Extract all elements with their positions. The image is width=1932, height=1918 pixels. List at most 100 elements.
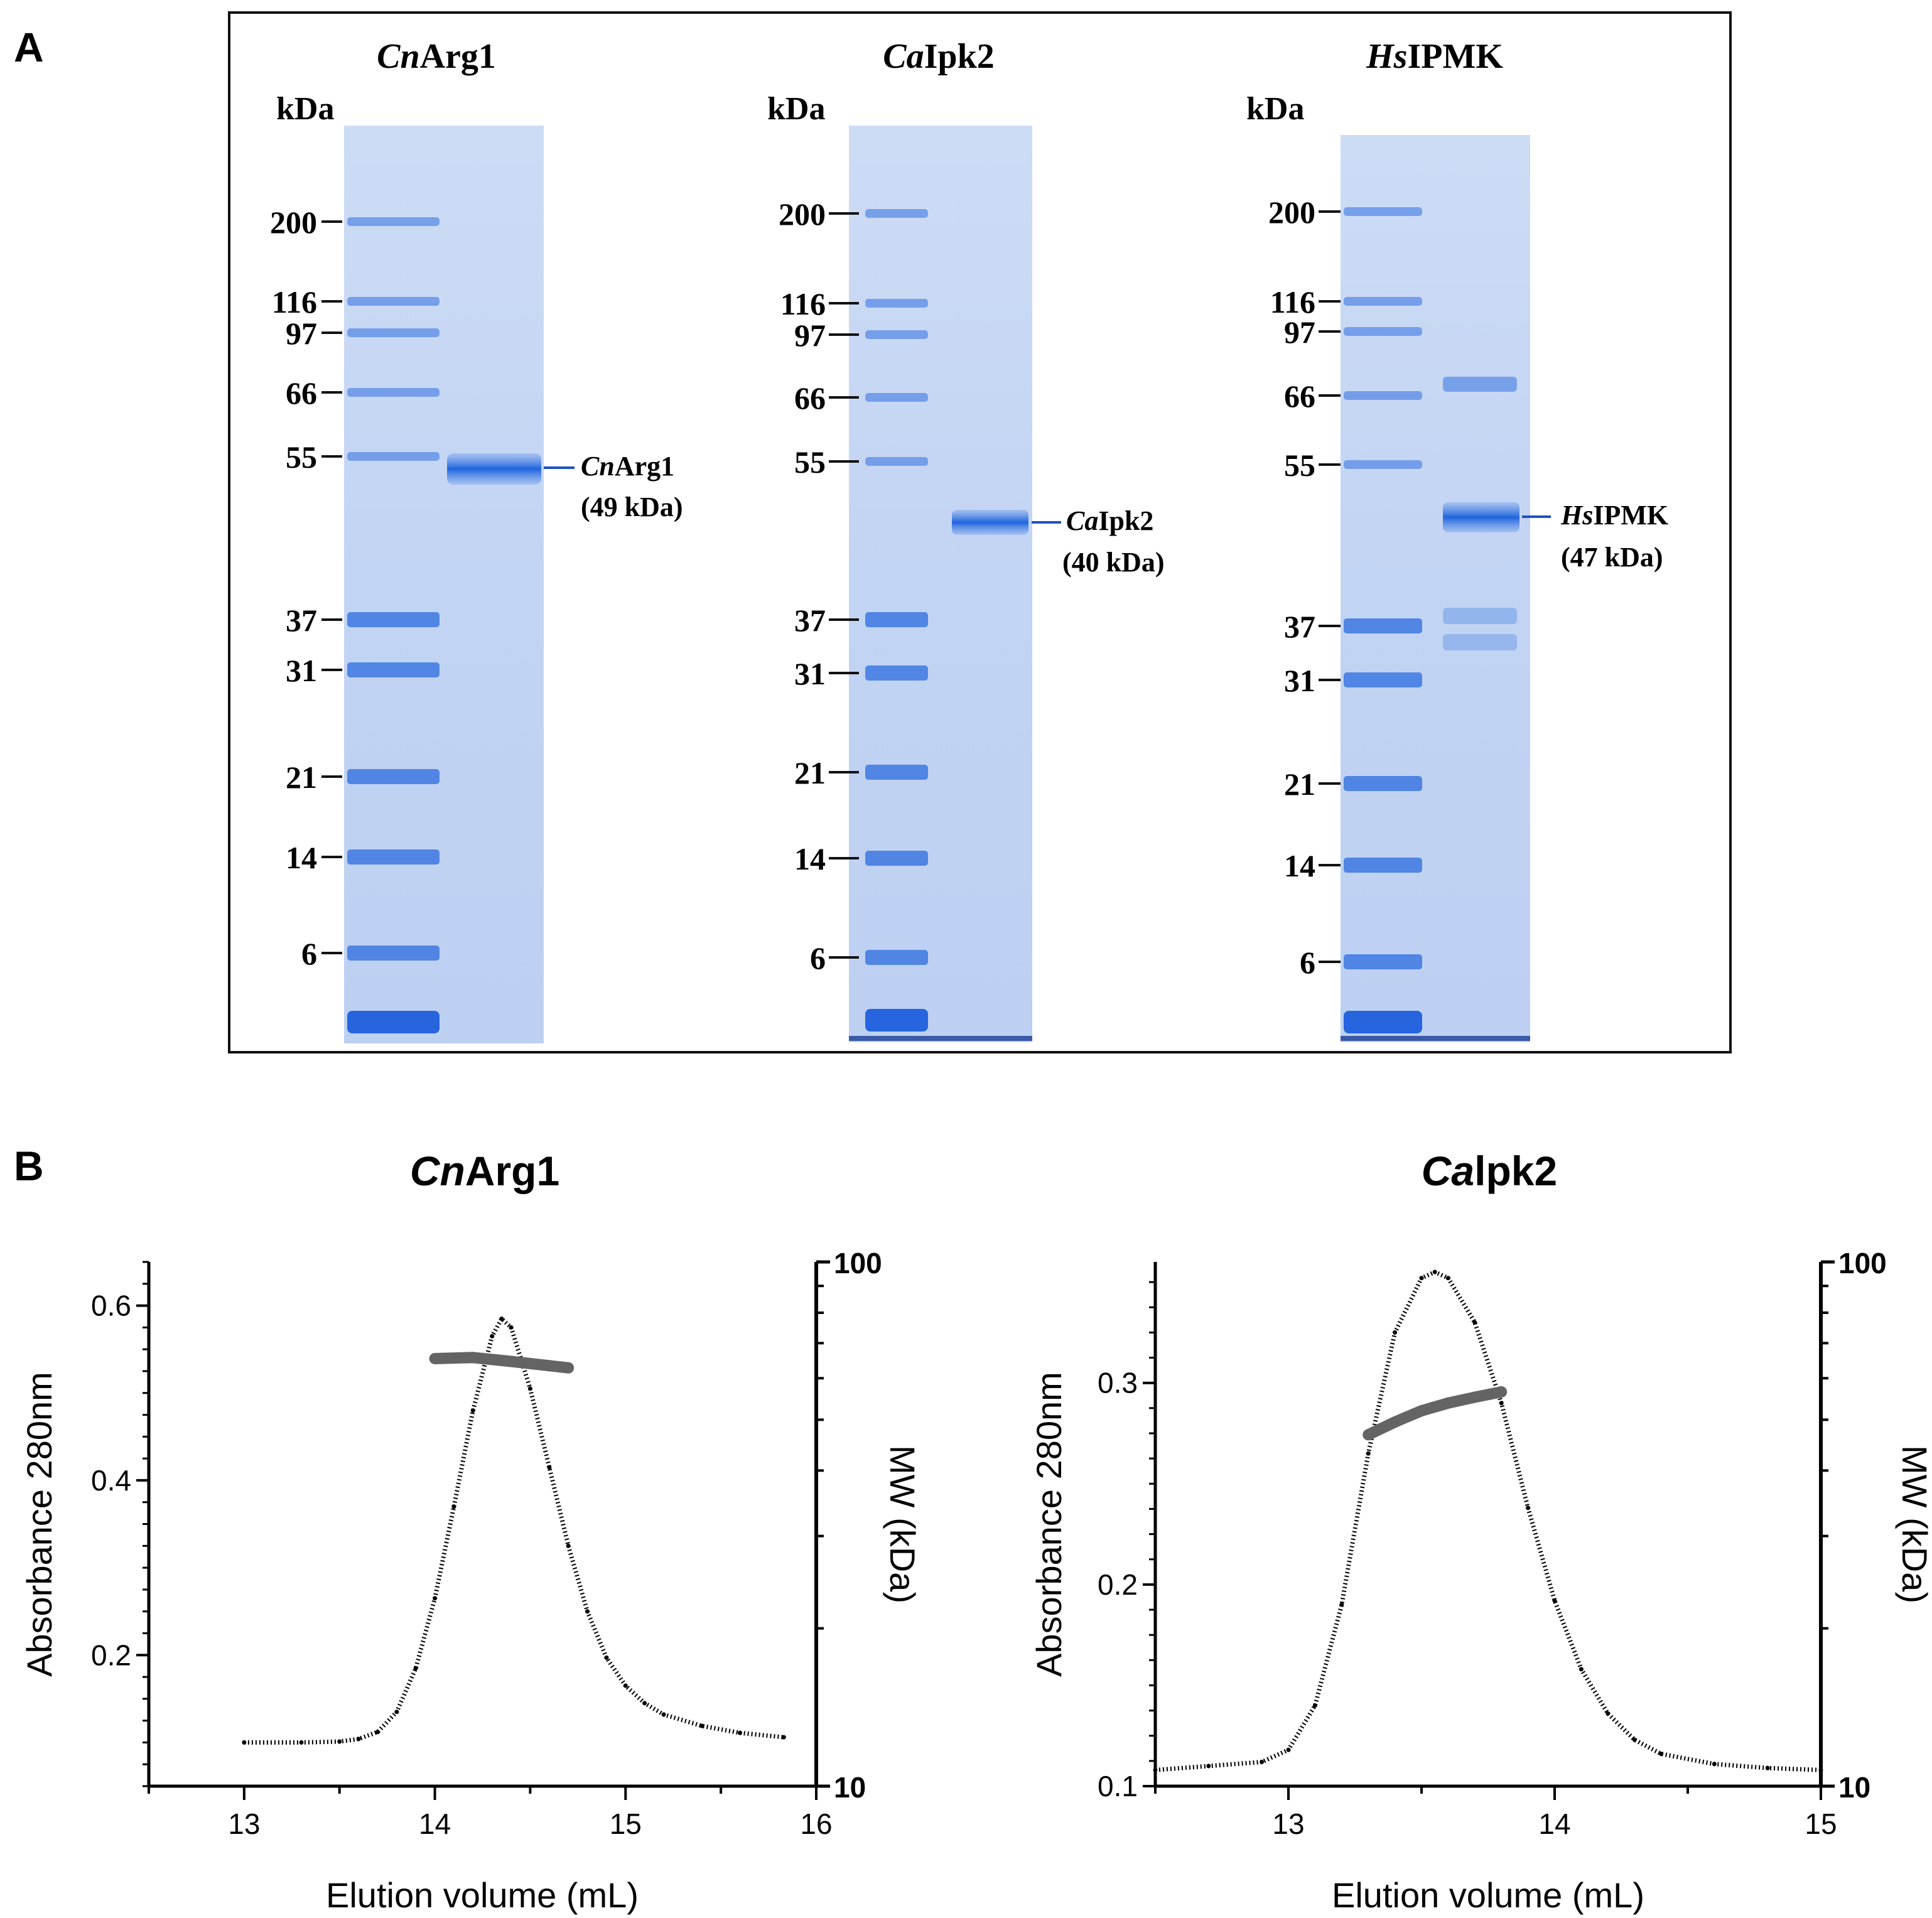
absorbance-point [1419,1276,1424,1281]
mw-point [505,1355,517,1367]
marker-label-31: 31 [1284,663,1315,698]
absorbance-point [356,1737,361,1742]
marker-label-55: 55 [1284,448,1315,483]
marker-label-6: 6 [810,940,826,976]
ladder-band [347,297,440,306]
absorbance-point [394,1710,399,1715]
impurity-band [1443,634,1517,650]
y-axis-label: Absorbance 280nm [1029,1372,1069,1677]
ladder-dye-front [347,1011,440,1033]
y2-tick-label: 10 [834,1771,866,1804]
ladder-band [347,849,440,865]
mw-point [1442,1397,1454,1409]
ladder-band [1344,460,1422,469]
marker-label-6: 6 [301,936,317,971]
absorbance-point [642,1701,647,1706]
absorbance-point [661,1712,666,1717]
y-axis-left: 0.1 0.2 0.3 [1098,1262,1157,1802]
absorbance-point [451,1504,456,1509]
marker-label-14: 14 [1284,848,1315,883]
marker-label-66: 66 [286,375,317,411]
absorbance-point [527,1386,532,1391]
kda-unit-label: kDa [1246,91,1304,127]
mw-point [1363,1429,1374,1441]
absorbance-point [337,1739,342,1744]
protein-band [447,453,541,485]
ladder-band [1344,776,1422,791]
ladder-band [1344,327,1422,336]
panel-b-letter: B [14,1143,44,1189]
mw-point [467,1352,479,1364]
absorbance-point [1153,1767,1158,1772]
absorbance-point [1579,1667,1584,1672]
absorbance-point [499,1316,504,1321]
y-tick-label: 0.6 [91,1290,131,1322]
y-tick-label: 0.1 [1098,1770,1138,1802]
ladder-band [347,946,440,961]
ladder-band [1344,207,1422,216]
x-axis: 13 14 15 16 [148,1784,833,1840]
gel-title: CaIpk2 [883,37,994,76]
band-label: CnArg1 [581,451,674,482]
marker-label-200: 200 [1268,195,1315,230]
ladder-band [347,662,440,677]
absorbance-point [1393,1330,1398,1335]
absorbance-point [1312,1703,1317,1708]
band-size: (47 kDa) [1561,542,1663,573]
band-label: CaIpk2 [1066,505,1153,536]
marker-label-116: 116 [1270,284,1315,320]
chart-title: Calpk2 [1422,1148,1557,1194]
absorbance-point [413,1666,418,1671]
ladder-band [347,769,440,784]
gel-title: HsIPMK [1366,37,1503,76]
x-tick-label: 13 [1272,1808,1304,1840]
absorbance-point [1472,1320,1477,1325]
absorbance-trace [1155,1269,1821,1772]
gel-image [1341,135,1530,1042]
x-axis-label: Elution volume (mL) [326,1875,639,1915]
absorbance-point [1260,1759,1265,1764]
absorbance-point [433,1596,438,1601]
series-absorbance [1153,1269,1823,1772]
band-label: HsIPMK [1560,500,1668,531]
ladder-band [865,950,928,965]
ladder-band [865,393,928,402]
mw-point [1496,1386,1508,1398]
absorbance-point [699,1723,704,1728]
ladder-band [865,330,928,339]
marker-label-6: 6 [1300,945,1315,980]
mw-point [1416,1405,1427,1417]
chart-caipk2: Calpk2 0.1 0.2 0.3 10 100 13 14 15 Elution vo… [1029,1148,1932,1915]
absorbance-point [1818,1767,1823,1772]
absorbance-point [1526,1506,1531,1511]
protein-band [1443,502,1519,532]
absorbance-point [1632,1737,1637,1742]
absorbance-point [299,1740,304,1745]
y-axis-right: 10 100 [1819,1247,1887,1804]
x-axis-label: Elution volume (mL) [1332,1875,1644,1915]
ladder-band [865,299,928,308]
band-size: (49 kDa) [581,492,683,522]
y2-axis-label: MW (kDa) [1895,1445,1932,1603]
y2-axis-label: MW (kDa) [883,1445,922,1603]
absorbance-point [1659,1752,1664,1757]
y-tick-label: 0.2 [91,1639,131,1671]
x-tick-label: 16 [800,1808,832,1840]
marker-label-21: 21 [286,760,317,795]
marker-label-21: 21 [1284,767,1315,802]
ladder-band [865,665,928,681]
gel-well-line [849,1036,1032,1041]
absorbance-point [470,1408,475,1413]
ladder-band [1344,858,1422,873]
absorbance-point [604,1655,609,1660]
marker-label-116: 116 [780,286,826,321]
ladder-band [1344,391,1422,400]
absorbance-trace [244,1317,784,1745]
absorbance-point [509,1325,514,1330]
absorbance-point [738,1730,743,1735]
gel-title: CnArg1 [377,37,496,76]
ladder-band [347,388,440,397]
marker-label-14: 14 [286,840,317,875]
